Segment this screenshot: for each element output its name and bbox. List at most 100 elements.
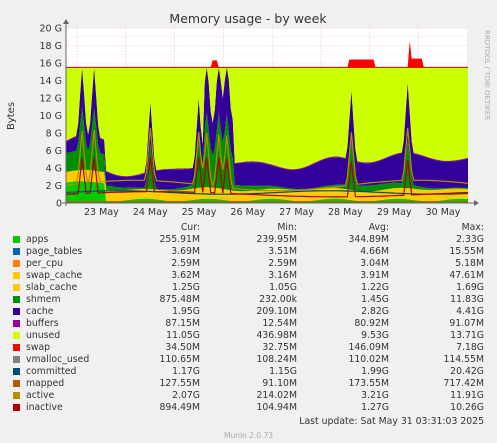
legend-cur: 1.17G: [172, 366, 200, 377]
legend-cur: 1.95G: [172, 306, 200, 317]
memory-chart: Memory usage - by week Bytes RRDTOOL / T…: [6, 11, 491, 218]
legend-name: shmem: [26, 294, 61, 305]
legend-swatch: [13, 272, 20, 279]
x-tick-label: 27 May: [279, 207, 314, 218]
y-tick-label: 6 G: [46, 146, 62, 157]
legend-cur: 87.15M: [165, 318, 200, 329]
legend-swatch: [13, 368, 20, 375]
y-tick-label: 12 G: [40, 94, 62, 105]
x-tick-label: 24 May: [133, 207, 168, 218]
legend-max: 2.33G: [456, 234, 484, 245]
chart-title: Memory usage - by week: [169, 11, 327, 26]
legend-swatch: [13, 308, 20, 315]
legend-row-buffers: buffers 87.15M 12.54M 80.92M 91.07M: [0, 318, 497, 330]
legend-min: 232.00k: [259, 294, 297, 305]
y-tick-labels: 0 2 G 4 G 6 G 8 G 10 G 12 G 14 G 16 G 18 G 20 G: [40, 24, 62, 210]
legend-cur: 110.65M: [159, 354, 200, 365]
y-axis-label: Bytes: [6, 102, 17, 130]
legend-max: 47.61M: [449, 270, 484, 281]
legend-row-unused: unused 11.05G 436.98M 9.53G 13.71G: [0, 330, 497, 342]
header-min: Min:: [277, 222, 297, 233]
data-areas: [66, 41, 468, 203]
legend-swatch: [13, 332, 20, 339]
x-axis-arrow: [474, 200, 479, 206]
x-tick-label: 30 May: [426, 207, 461, 218]
legend-row-inactive: inactive 894.49M 104.94M 1.27G 10.26G: [0, 402, 497, 414]
x-tick-label: 29 May: [377, 207, 412, 218]
legend-avg: 146.09M: [348, 342, 389, 353]
legend-name: inactive: [26, 402, 63, 413]
legend-avg: 3.91M: [360, 270, 389, 281]
legend-swatch: [13, 404, 20, 411]
legend-name: swap_cache: [26, 270, 83, 281]
area-unused: [66, 67, 468, 177]
header-cur: Cur:: [180, 222, 200, 233]
x-tick-label: 26 May: [230, 207, 265, 218]
legend-row-swap_cache: swap_cache 3.62M 3.16M 3.91M 47.61M: [0, 270, 497, 282]
line-active: [65, 127, 469, 192]
y-tick-label: 14 G: [40, 76, 62, 87]
line-committed: [65, 190, 469, 195]
legend-row-committed: committed 1.17G 1.15G 1.99G 20.42G: [0, 366, 497, 378]
x-tick-label: 25 May: [182, 207, 217, 218]
legend-max: 1.69G: [456, 282, 484, 293]
legend-row-slab_cache: slab_cache 1.25G 1.05G 1.22G 1.69G: [0, 282, 497, 294]
legend-name: vmalloc_used: [26, 354, 90, 365]
legend-avg: 1.45G: [361, 294, 389, 305]
y-tick-label: 16 G: [40, 59, 62, 70]
legend-row-per_cpu: per_cpu 2.59M 2.59M 3.04M 5.18M: [0, 258, 497, 270]
legend-name: buffers: [26, 318, 59, 329]
legend-max: 717.42M: [443, 378, 484, 389]
legend-cur: 875.48M: [159, 294, 200, 305]
legend-max: 11.83G: [450, 294, 484, 305]
legend-cur: 2.07G: [172, 390, 200, 401]
legend-cur: 34.50M: [165, 342, 200, 353]
legend-name: per_cpu: [26, 258, 63, 269]
y-tick-label: 10 G: [40, 111, 62, 122]
x-tick-label: 23 May: [84, 207, 119, 218]
legend-cur: 127.55M: [159, 378, 200, 389]
legend-swatch: [13, 380, 20, 387]
last-update: Last update: Sat May 31 03:31:03 2025: [299, 416, 484, 427]
legend-max: 91.07M: [449, 318, 484, 329]
y-tick-label: 8 G: [46, 129, 62, 140]
legend-max: 13.71G: [450, 330, 484, 341]
legend-row-vmalloc_used: vmalloc_used 110.65M 108.24M 110.02M 114.55M: [0, 354, 497, 366]
legend-min: 214.02M: [256, 390, 297, 401]
legend-avg: 344.89M: [348, 234, 389, 245]
legend-min: 3.51M: [268, 246, 297, 257]
legend-name: slab_cache: [26, 282, 78, 293]
legend-avg: 80.92M: [354, 318, 389, 329]
legend-min: 32.75M: [262, 342, 297, 353]
legend-cur: 2.59M: [171, 258, 200, 269]
munin-version: Munin 2.0.73: [223, 431, 274, 440]
legend-avg: 1.22G: [361, 282, 389, 293]
y-tick-label: 2 G: [46, 181, 62, 192]
x-tick-labels: 23 May 24 May 25 May 26 May 27 May 28 May 29 M…: [84, 207, 461, 218]
rrdtool-side-label: RRDTOOL / TOBI OETIKER: [483, 30, 491, 120]
legend-min: 2.59M: [268, 258, 297, 269]
legend-max: 20.42G: [450, 366, 484, 377]
legend-name: committed: [26, 366, 77, 377]
legend-min: 91.10M: [262, 378, 297, 389]
legend-max: 7.18G: [456, 342, 484, 353]
legend-min: 108.24M: [256, 354, 297, 365]
legend-row-swap: swap 34.50M 32.75M 146.09M 7.18G: [0, 342, 497, 354]
legend-max: 11.91G: [450, 390, 484, 401]
legend-min: 209.10M: [256, 306, 297, 317]
legend-avg: 173.55M: [348, 378, 389, 389]
legend-min: 1.15G: [269, 366, 297, 377]
legend-row-cache: cache 1.95G 209.10M 2.82G 4.41G: [0, 306, 497, 318]
legend-name: cache: [26, 306, 54, 317]
legend-avg: 2.82G: [361, 306, 389, 317]
line-inactive: [65, 156, 469, 198]
header-max: Max:: [461, 222, 484, 233]
legend-min: 1.05G: [269, 282, 297, 293]
legend-swatch: [13, 296, 20, 303]
legend-avg: 4.66M: [360, 246, 389, 257]
legend-max: 15.55M: [449, 246, 484, 257]
x-tick-label: 28 May: [328, 207, 363, 218]
overlay-lines: [65, 127, 469, 203]
legend-cur: 11.05G: [166, 330, 200, 341]
legend-min: 12.54M: [262, 318, 297, 329]
